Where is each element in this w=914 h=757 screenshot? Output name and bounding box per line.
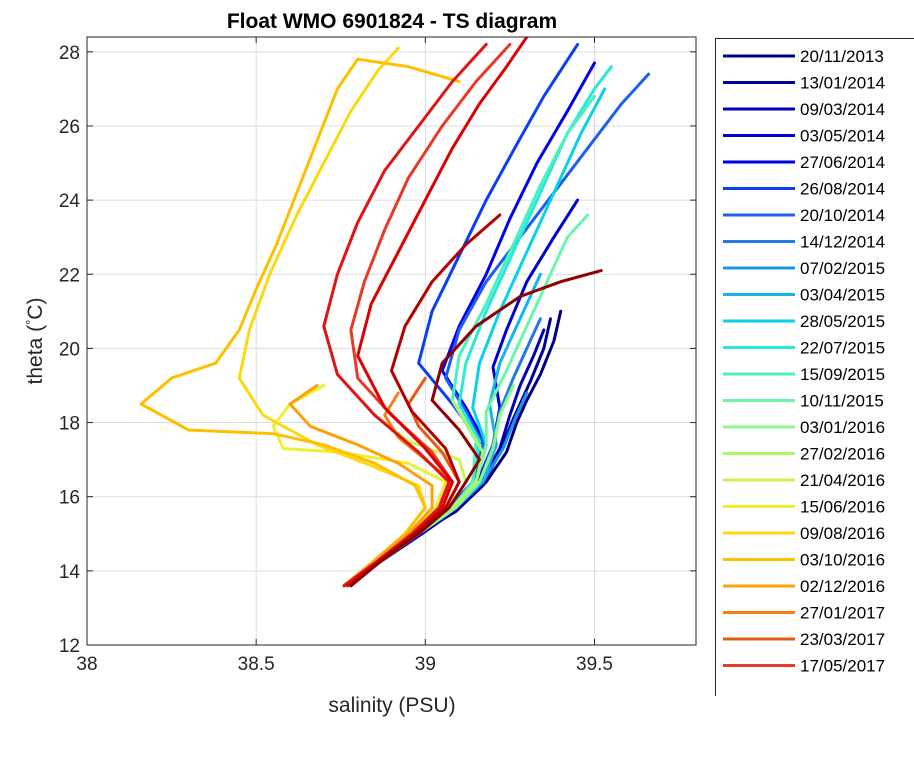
y-tick-label: 12 bbox=[59, 636, 80, 657]
legend-label: 09/08/2016 bbox=[800, 524, 885, 543]
x-tick-label: 39.5 bbox=[576, 654, 613, 675]
legend-label: 23/03/2017 bbox=[800, 630, 885, 649]
legend-label: 14/12/2014 bbox=[800, 233, 885, 252]
legend-label: 27/06/2014 bbox=[800, 153, 885, 172]
tick-marks bbox=[86, 37, 696, 646]
legend-label: 22/07/2015 bbox=[800, 339, 885, 358]
legend-label: 26/08/2014 bbox=[800, 180, 885, 199]
y-axis-title: theta (°C) bbox=[23, 298, 47, 385]
x-tick-labels: 38 38.5 39 39.5 bbox=[76, 654, 613, 675]
y-tick-label: 16 bbox=[59, 488, 80, 509]
legend-label: 03/10/2016 bbox=[800, 551, 885, 570]
y-tick-labels: 12 14 16 18 20 22 24 26 28 bbox=[59, 43, 81, 657]
legend-label: 03/04/2015 bbox=[800, 286, 885, 305]
legend-label: 20/10/2014 bbox=[800, 206, 885, 225]
legend-label: 28/05/2015 bbox=[800, 312, 885, 331]
series-lines bbox=[139, 37, 651, 588]
x-tick-label: 38.5 bbox=[238, 654, 275, 675]
legend-entries: 20/11/2013 13/01/2014 09/03/2014 03/05/2014… bbox=[723, 47, 885, 676]
legend-label: 10/11/2015 bbox=[800, 392, 884, 411]
x-axis-title: salinity (PSU) bbox=[328, 694, 455, 717]
legend: 20/11/2013 13/01/2014 09/03/2014 03/05/2014… bbox=[715, 38, 914, 696]
legend-label: 15/06/2016 bbox=[800, 498, 885, 517]
series-line bbox=[322, 42, 488, 588]
x-tick-label: 38 bbox=[76, 654, 97, 675]
legend-label: 02/12/2016 bbox=[800, 577, 885, 596]
legend-label: 21/04/2016 bbox=[800, 471, 885, 490]
plot-area: 38 38.5 39 39.5 12 14 16 18 20 22 24 26 28 bbox=[59, 36, 697, 675]
y-axis-title-degree: ° bbox=[23, 320, 38, 325]
y-axis-title-unit: C) bbox=[24, 298, 47, 320]
y-tick-label: 28 bbox=[59, 43, 80, 64]
legend-label: 27/01/2017 bbox=[800, 604, 885, 623]
chart-title: Float WMO 6901824 - TS diagram bbox=[227, 10, 557, 33]
legend-label: 09/03/2014 bbox=[800, 100, 885, 119]
legend-label: 15/09/2015 bbox=[800, 365, 885, 384]
y-tick-label: 22 bbox=[59, 265, 80, 286]
x-tick-label: 39 bbox=[415, 654, 436, 675]
series-line bbox=[349, 269, 603, 588]
legend-label: 13/01/2014 bbox=[800, 74, 885, 93]
y-axis-title-main: theta ( bbox=[24, 325, 47, 385]
legend-label: 20/11/2013 bbox=[800, 47, 884, 66]
plot-frame bbox=[86, 36, 697, 646]
y-tick-label: 20 bbox=[59, 339, 80, 360]
legend-label: 17/05/2017 bbox=[800, 657, 885, 676]
y-tick-label: 26 bbox=[59, 117, 80, 138]
y-tick-label: 24 bbox=[59, 191, 81, 212]
y-tick-label: 14 bbox=[59, 562, 81, 583]
series-line bbox=[288, 384, 434, 588]
series-line bbox=[139, 57, 461, 588]
legend-label: 07/02/2015 bbox=[800, 259, 885, 278]
legend-label: 03/01/2016 bbox=[800, 418, 885, 437]
legend-label: 03/05/2014 bbox=[800, 127, 885, 146]
y-tick-label: 18 bbox=[59, 414, 80, 435]
legend-label: 27/02/2016 bbox=[800, 445, 885, 464]
series-line bbox=[349, 213, 502, 588]
